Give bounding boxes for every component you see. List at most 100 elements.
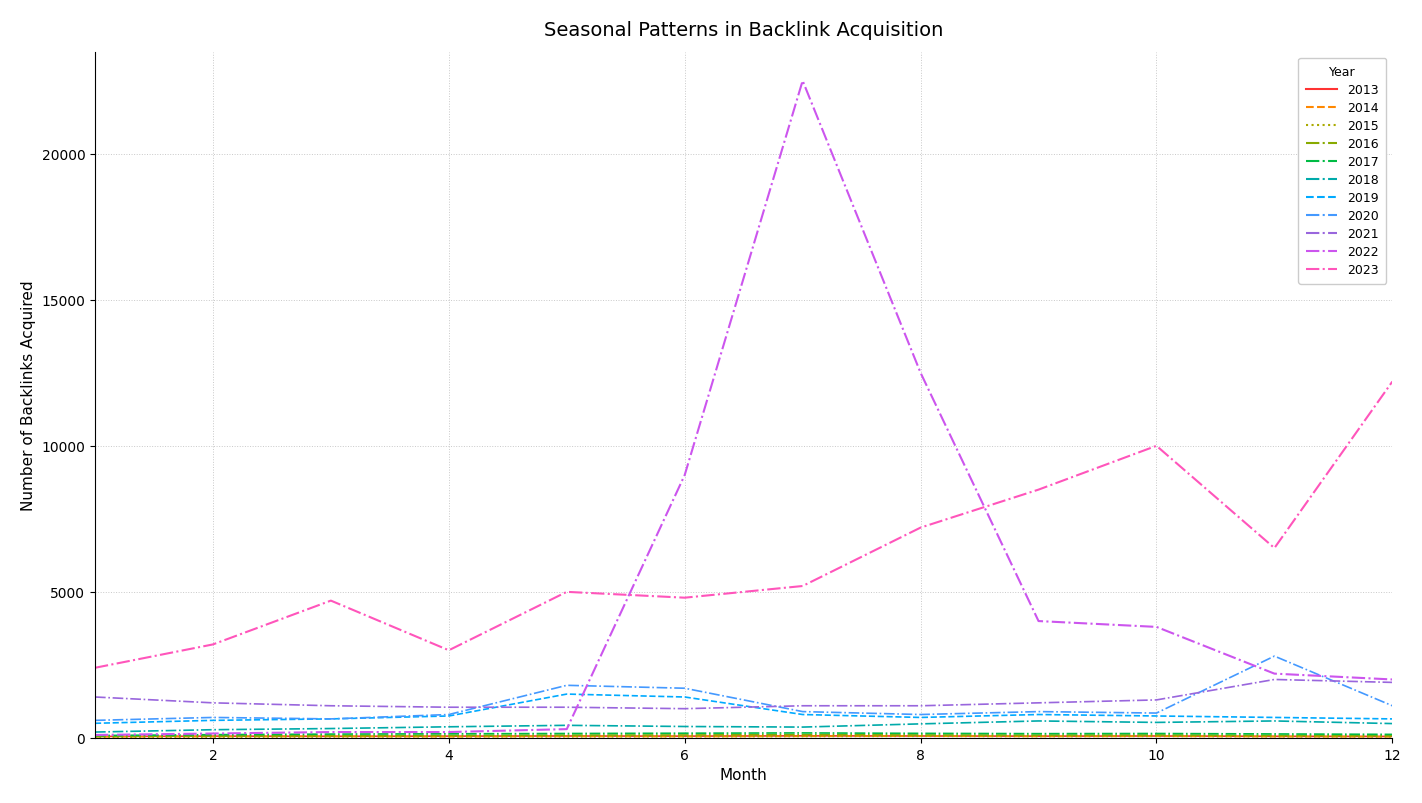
2019 [677, 692, 694, 702]
2015 [1030, 732, 1047, 741]
2022 [441, 728, 458, 737]
2023 [1030, 485, 1047, 495]
2016 [912, 730, 929, 740]
2014 [1266, 732, 1283, 741]
Line: 2015: 2015 [95, 736, 1392, 737]
2013 [1266, 732, 1283, 741]
2015 [912, 732, 929, 741]
2023 [912, 523, 929, 532]
2018 [559, 720, 576, 730]
2020 [87, 715, 104, 725]
2022 [677, 471, 694, 480]
2021 [323, 701, 340, 711]
2022 [1030, 617, 1047, 626]
2020 [441, 710, 458, 719]
Line: 2018: 2018 [95, 721, 1392, 732]
2014 [441, 732, 458, 742]
2020 [1030, 707, 1047, 716]
2017 [87, 731, 104, 740]
2013 [559, 732, 576, 741]
2014 [559, 732, 576, 741]
2017 [677, 728, 694, 738]
2018 [323, 724, 340, 733]
2016 [87, 732, 104, 741]
2016 [1148, 730, 1165, 740]
2014 [793, 732, 811, 741]
2018 [677, 722, 694, 732]
2020 [205, 713, 222, 723]
2018 [912, 719, 929, 729]
2018 [1148, 718, 1165, 728]
Line: 2019: 2019 [95, 695, 1392, 724]
2013 [87, 732, 104, 741]
2021 [1384, 678, 1401, 687]
2023 [677, 593, 694, 603]
2017 [205, 730, 222, 740]
2014 [1030, 732, 1047, 741]
2014 [323, 732, 340, 741]
2016 [441, 731, 458, 740]
2016 [1030, 731, 1047, 740]
2022 [1148, 622, 1165, 632]
2019 [1148, 711, 1165, 721]
2014 [912, 732, 929, 741]
2023 [441, 646, 458, 655]
2021 [1266, 675, 1283, 684]
2014 [87, 732, 104, 742]
2015 [441, 732, 458, 741]
Line: 2022: 2022 [95, 82, 1392, 735]
2013 [1030, 732, 1047, 741]
2018 [1266, 716, 1283, 726]
Line: 2016: 2016 [95, 735, 1392, 736]
2016 [205, 732, 222, 741]
Line: 2023: 2023 [95, 382, 1392, 668]
Legend: 2013, 2014, 2015, 2016, 2017, 2018, 2019, 2020, 2021, 2022, 2023: 2013, 2014, 2015, 2016, 2017, 2018, 2019… [1298, 59, 1386, 284]
2020 [793, 707, 811, 716]
2017 [1384, 730, 1401, 740]
2019 [793, 710, 811, 719]
2023 [323, 596, 340, 605]
2020 [323, 714, 340, 724]
2022 [793, 77, 811, 87]
2022 [912, 369, 929, 378]
2021 [87, 692, 104, 702]
2018 [441, 722, 458, 732]
2019 [559, 690, 576, 699]
Y-axis label: Number of Backlinks Acquired: Number of Backlinks Acquired [21, 280, 36, 511]
2014 [1148, 732, 1165, 741]
2019 [205, 715, 222, 725]
2015 [323, 732, 340, 742]
2022 [205, 729, 222, 739]
2017 [793, 728, 811, 738]
2020 [677, 683, 694, 693]
2013 [793, 731, 811, 740]
2017 [1030, 729, 1047, 739]
2021 [559, 703, 576, 712]
2015 [1384, 732, 1401, 742]
2022 [1384, 675, 1401, 684]
Title: Seasonal Patterns in Backlink Acquisition: Seasonal Patterns in Backlink Acquisitio… [545, 21, 943, 40]
2020 [912, 710, 929, 719]
2017 [1266, 729, 1283, 739]
2023 [1266, 544, 1283, 553]
2016 [793, 730, 811, 740]
2021 [793, 701, 811, 711]
2017 [912, 728, 929, 738]
2019 [87, 719, 104, 728]
2013 [912, 732, 929, 741]
2018 [1384, 719, 1401, 728]
2021 [441, 703, 458, 712]
2021 [1030, 698, 1047, 707]
2015 [87, 732, 104, 742]
2016 [323, 731, 340, 740]
2019 [1266, 713, 1283, 723]
2019 [912, 713, 929, 723]
Line: 2020: 2020 [95, 656, 1392, 720]
2022 [559, 724, 576, 734]
2023 [205, 640, 222, 650]
2021 [912, 701, 929, 711]
2014 [205, 732, 222, 741]
2020 [1384, 701, 1401, 711]
X-axis label: Month: Month [720, 767, 768, 782]
2014 [677, 732, 694, 741]
